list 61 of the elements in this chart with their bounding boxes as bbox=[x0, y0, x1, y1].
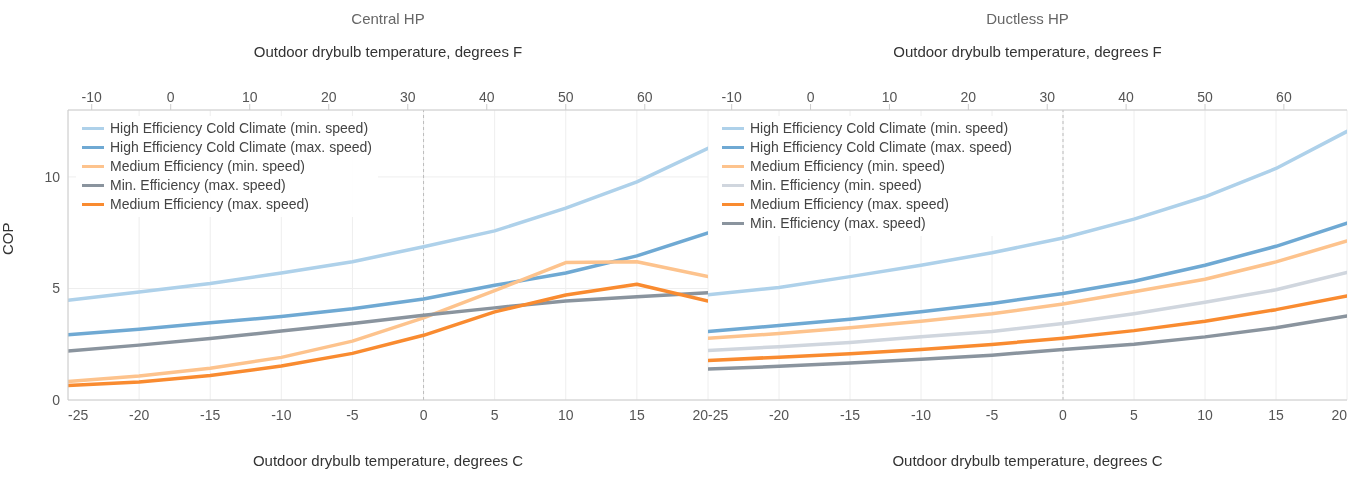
x2-tick-label: 30 bbox=[1039, 89, 1056, 105]
chart-title: Central HP bbox=[350, 10, 426, 27]
legend-label: Min. Efficiency (max. speed) bbox=[110, 176, 286, 195]
x-tick-label: -25 bbox=[68, 407, 89, 423]
legend-label: High Efficiency Cold Climate (max. speed) bbox=[750, 138, 1012, 157]
x-tick-label: 5 bbox=[490, 407, 499, 423]
y-tick-label: 5 bbox=[52, 280, 61, 297]
legend-label: Min. Efficiency (max. speed) bbox=[750, 214, 926, 233]
x-tick-label: -10 bbox=[910, 407, 932, 423]
x2-tick-label: 30 bbox=[399, 89, 416, 105]
legend-label: High Efficiency Cold Climate (max. speed) bbox=[110, 138, 372, 157]
x-tick-label: -5 bbox=[346, 407, 359, 423]
line-series bbox=[68, 290, 708, 353]
x-tick-label: -20 bbox=[768, 407, 790, 423]
y-axis-title: COP bbox=[0, 222, 17, 255]
x-tick-label: 20 bbox=[692, 407, 709, 423]
legend-label: Medium Efficiency (min. speed) bbox=[110, 157, 306, 176]
x2-tick-label: 20 bbox=[320, 89, 337, 105]
x2-tick-label: -10 bbox=[721, 89, 742, 105]
x2-tick-label: 60 bbox=[1276, 89, 1292, 105]
x-tick-label: 10 bbox=[1197, 407, 1213, 423]
x2-tick-label: 0 bbox=[166, 89, 175, 105]
x2-tick-label: 10 bbox=[241, 89, 258, 105]
x-tick-label: -10 bbox=[271, 407, 292, 423]
x2-tick-label: -10 bbox=[81, 89, 103, 105]
x-tick-label: 15 bbox=[1268, 407, 1284, 423]
x2-tick-label: 40 bbox=[478, 89, 495, 105]
x2-tick-label: 50 bbox=[557, 89, 574, 105]
x-tick-label: 0 bbox=[1059, 407, 1068, 423]
x2-axis-title: Outdoor drybulb temperature, degrees F bbox=[893, 42, 1162, 60]
x-tick-label: -25 bbox=[708, 407, 729, 423]
legend-label: High Efficiency Cold Climate (min. speed) bbox=[110, 119, 369, 138]
y-tick-label: 10 bbox=[44, 168, 61, 185]
x2-tick-label: 60 bbox=[637, 89, 653, 105]
legend-label: Medium Efficiency (min. speed) bbox=[750, 157, 946, 176]
legend-label: Medium Efficiency (max. speed) bbox=[750, 195, 949, 214]
x2-tick-label: 0 bbox=[806, 89, 815, 105]
x-tick-label: 20 bbox=[1331, 407, 1348, 423]
line-series bbox=[68, 282, 708, 388]
x-tick-label: 0 bbox=[419, 407, 428, 423]
x2-tick-label: 50 bbox=[1197, 89, 1213, 105]
line-series bbox=[68, 259, 708, 384]
x-tick-label: -20 bbox=[128, 407, 150, 423]
x2-tick-label: 20 bbox=[960, 89, 977, 105]
legend-label: Medium Efficiency (max. speed) bbox=[110, 195, 309, 214]
x2-axis-title: Outdoor drybulb temperature, degrees F bbox=[253, 42, 523, 60]
legend-label: High Efficiency Cold Climate (min. speed) bbox=[750, 119, 1009, 138]
y-tick-label: 0 bbox=[52, 391, 61, 408]
x2-tick-label: 40 bbox=[1118, 89, 1135, 105]
x-axis-title: Outdoor drybulb temperature, degrees C bbox=[252, 452, 524, 469]
line-series bbox=[68, 231, 708, 337]
x2-tick-label: 10 bbox=[881, 89, 898, 105]
x-tick-label: -5 bbox=[985, 407, 999, 423]
x-tick-label: -15 bbox=[200, 407, 221, 423]
legend-label: Min. Efficiency (min. speed) bbox=[750, 176, 922, 195]
x-axis-title: Outdoor drybulb temperature, degrees C bbox=[892, 452, 1163, 469]
x-tick-label: 10 bbox=[557, 407, 574, 423]
chart-title: Ductless HP bbox=[985, 10, 1070, 27]
x-tick-label: -15 bbox=[839, 407, 861, 423]
x-tick-label: 15 bbox=[629, 407, 645, 423]
x-tick-label: 5 bbox=[1130, 407, 1139, 423]
